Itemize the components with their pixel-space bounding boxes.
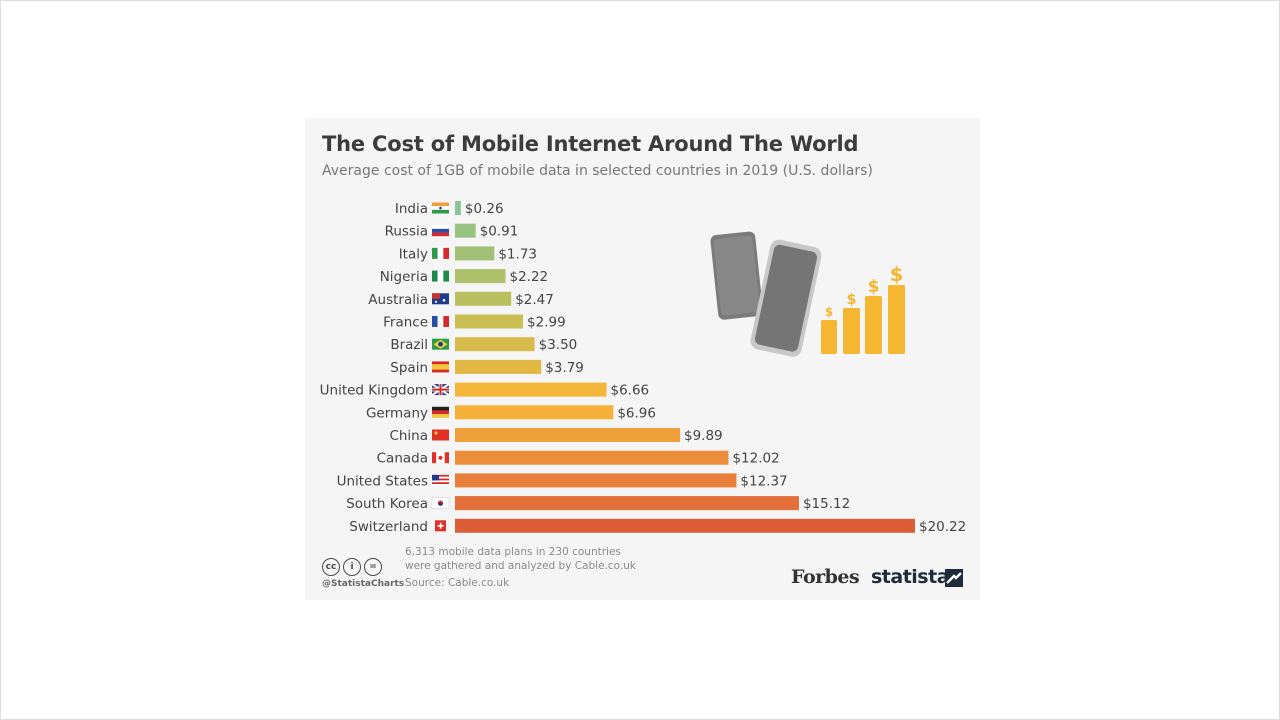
data-label: $12.37 — [740, 473, 787, 489]
flag-canada-icon — [432, 452, 449, 464]
data-label: $0.91 — [480, 224, 519, 240]
category-label: Spain — [390, 360, 428, 376]
category-label: Nigeria — [380, 269, 428, 285]
flag-uk-icon — [431, 383, 450, 396]
dollar-sign-icon: $ — [868, 277, 880, 297]
flag-india-icon — [432, 202, 449, 214]
dollar-growth-bars-icon: $ $ $ $ — [821, 263, 905, 354]
flag-france-icon — [432, 316, 449, 327]
bar — [455, 450, 729, 465]
category-label: Italy — [399, 246, 428, 262]
bar — [455, 428, 680, 442]
bar — [455, 269, 506, 284]
growth-bar — [821, 320, 837, 354]
data-label: $6.96 — [617, 405, 656, 421]
footnote-line: 6,313 mobile data plans in 230 countries — [405, 546, 621, 558]
flag-brazil-icon — [432, 338, 449, 350]
data-label: $20.22 — [919, 519, 966, 535]
footnote: 6,313 mobile data plans in 230 countries… — [405, 545, 636, 573]
data-label: $3.79 — [545, 360, 584, 376]
dollar-sign-icon: $ — [890, 263, 904, 286]
growth-bar — [865, 296, 882, 354]
license-icons: cc i = — [322, 558, 382, 576]
data-label: $2.22 — [510, 269, 549, 285]
infographic-card: The Cost of Mobile Internet Around The W… — [305, 118, 980, 600]
bar — [455, 382, 607, 397]
data-label: $1.73 — [498, 246, 537, 262]
bar — [455, 201, 461, 215]
chart-subtitle: Average cost of 1GB of mobile data in se… — [322, 163, 873, 179]
data-label: $3.50 — [539, 337, 578, 353]
category-label: Germany — [366, 405, 428, 421]
flag-china-icon — [432, 429, 449, 441]
phones-illustration-icon: $ $ $ $ — [710, 231, 905, 357]
source-note: Source: Cable.co.uk — [405, 577, 510, 589]
smartphone-icon — [710, 231, 763, 320]
attribution-icon: i — [343, 558, 361, 576]
statista-logo: statista — [871, 566, 950, 588]
bar — [455, 518, 915, 533]
category-label: India — [395, 201, 428, 217]
bar — [455, 337, 535, 352]
bar — [455, 246, 495, 261]
statista-handle: @StatistaCharts — [322, 579, 405, 589]
flag-nigeria-icon — [432, 270, 449, 282]
data-label: $12.02 — [732, 451, 779, 467]
data-label: $2.99 — [527, 315, 566, 331]
category-label: United Kingdom — [320, 383, 428, 399]
dollar-sign-icon: $ — [825, 305, 833, 319]
category-label: Australia — [368, 292, 428, 308]
flag-usa-icon — [432, 474, 449, 486]
category-label: Canada — [377, 451, 428, 467]
flag-spain-icon — [432, 361, 449, 373]
dollar-sign-icon: $ — [846, 292, 856, 308]
data-label: $15.12 — [803, 496, 850, 512]
bar — [455, 291, 512, 306]
no-derivatives-icon: = — [364, 558, 382, 576]
flag-russia-icon — [432, 225, 449, 237]
data-label: $6.66 — [611, 383, 650, 399]
flag-italy-icon — [432, 247, 449, 259]
data-label: $9.89 — [684, 428, 723, 444]
forbes-logo: Forbes — [791, 566, 860, 588]
bar — [455, 496, 799, 511]
creative-commons-icon: cc — [322, 558, 340, 576]
bar — [455, 473, 737, 488]
bar — [455, 359, 542, 374]
data-label: $2.47 — [515, 292, 554, 308]
bar — [455, 405, 614, 420]
category-label: Russia — [385, 224, 428, 240]
growth-bar — [843, 308, 860, 354]
category-label: Switzerland — [349, 519, 428, 535]
category-label: South Korea — [346, 496, 428, 512]
category-label: China — [389, 428, 428, 444]
category-label: Brazil — [390, 337, 428, 353]
data-label: $0.26 — [465, 201, 504, 217]
bar — [455, 314, 524, 329]
bar-chart: India $0.26 Russia $0.91 Italy $1.73 Nigeria $2… — [320, 201, 966, 535]
growth-bar — [888, 285, 905, 354]
chart-title: The Cost of Mobile Internet Around The W… — [322, 132, 859, 156]
flag-switzerland-icon — [435, 520, 446, 532]
statista-logo-mark-icon — [945, 569, 963, 587]
category-label: United States — [337, 473, 428, 489]
category-label: France — [383, 315, 428, 331]
footnote-line: were gathered and analyzed by Cable.co.u… — [405, 560, 636, 572]
smartphone-icon — [750, 239, 822, 357]
flag-south-korea-icon — [431, 497, 450, 509]
bar — [455, 223, 476, 238]
flag-australia-icon — [432, 293, 449, 305]
flag-germany-icon — [432, 406, 449, 418]
